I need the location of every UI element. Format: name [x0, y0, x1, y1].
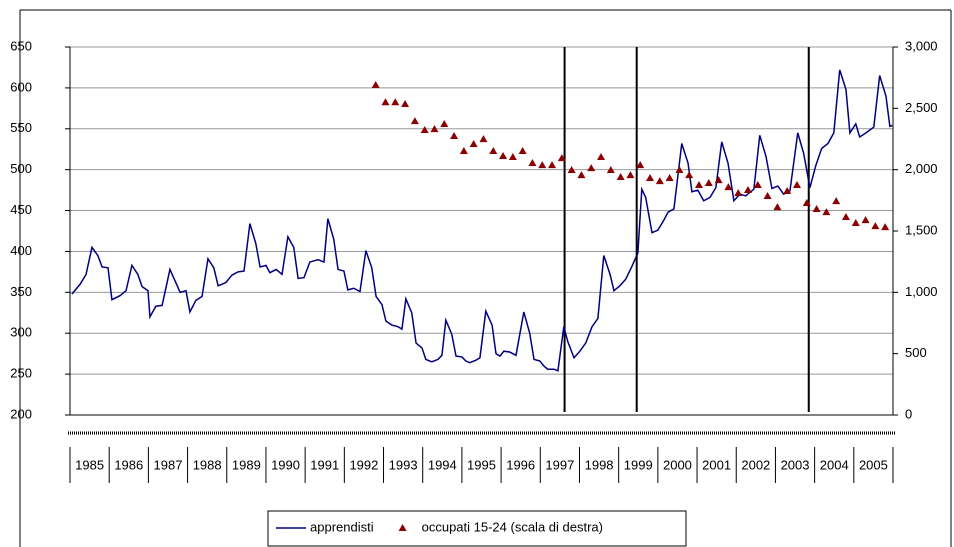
data-point: [665, 174, 674, 182]
data-point: [391, 98, 400, 106]
x-tick-label: 1992: [349, 457, 378, 472]
y-tick-label: 350: [10, 284, 32, 299]
data-point: [616, 173, 625, 181]
x-tick-label: 1988: [193, 457, 222, 472]
data-point: [518, 147, 527, 155]
x-tick-label: 1989: [232, 457, 261, 472]
y2-tick-label: 1,000: [905, 284, 938, 299]
data-point: [841, 213, 850, 221]
x-tick-label: 2005: [859, 457, 888, 472]
y-tick-label: 250: [10, 366, 32, 381]
data-point: [802, 199, 811, 207]
data-point: [489, 147, 498, 155]
x-tick-label: 2003: [781, 457, 810, 472]
y2-tick-label: 1,500: [905, 222, 938, 237]
data-point: [743, 186, 752, 194]
data-point: [714, 176, 723, 184]
data-point: [851, 219, 860, 227]
data-point: [655, 177, 664, 185]
y-tick-label: 200: [10, 406, 32, 421]
y-tick-label: 300: [10, 325, 32, 340]
data-point: [734, 189, 743, 197]
x-tick-label: 1993: [389, 457, 418, 472]
data-point: [636, 161, 645, 169]
legend-swatch: [398, 524, 407, 531]
y2-tick-label: 0: [905, 406, 912, 421]
data-point: [704, 179, 713, 187]
x-tick-label: 1996: [506, 457, 535, 472]
x-tick-label: 1985: [75, 457, 104, 472]
data-point: [773, 203, 782, 211]
x-tick-label: 1994: [428, 457, 457, 472]
x-tick-label: 2000: [663, 457, 692, 472]
data-point: [479, 135, 488, 143]
data-point: [861, 216, 870, 224]
x-tick-label: 1998: [585, 457, 614, 472]
y-tick-label: 650: [10, 38, 32, 53]
data-point: [606, 166, 615, 174]
legend-label: apprendisti: [310, 519, 374, 534]
data-point: [577, 171, 586, 179]
data-point: [450, 132, 459, 140]
data-point: [430, 125, 439, 133]
x-tick-label: 2001: [702, 457, 731, 472]
x-tick-label: 1997: [545, 457, 574, 472]
data-point: [528, 159, 537, 167]
data-point: [371, 81, 380, 89]
y-tick-label: 450: [10, 202, 32, 217]
x-tick-label: 1999: [624, 457, 653, 472]
data-point: [626, 171, 635, 179]
x-tick-label: 1995: [467, 457, 496, 472]
data-line: [71, 69, 893, 372]
data-point: [469, 140, 478, 148]
data-point: [597, 153, 606, 161]
x-tick-label: 1987: [154, 457, 183, 472]
data-point: [401, 100, 410, 108]
y2-tick-label: 2,000: [905, 161, 938, 176]
y2-tick-label: 500: [905, 345, 927, 360]
data-point: [812, 205, 821, 213]
x-tick-label: 1986: [114, 457, 143, 472]
data-point: [871, 222, 880, 230]
data-point: [695, 181, 704, 188]
data-point: [557, 154, 566, 162]
data-point: [587, 164, 596, 172]
data-point: [440, 120, 449, 128]
y2-tick-label: 3,000: [905, 38, 938, 53]
data-point: [499, 152, 508, 160]
data-point: [675, 166, 684, 174]
legend-label: occupati 15-24 (scala di destra): [422, 519, 603, 534]
y-tick-label: 600: [10, 79, 32, 94]
x-tick-label: 2002: [741, 457, 770, 472]
x-tick-label: 1990: [271, 457, 300, 472]
x-tick-label: 1991: [310, 457, 339, 472]
y-tick-label: 550: [10, 120, 32, 135]
data-point: [508, 153, 517, 161]
data-point: [822, 208, 831, 216]
data-point: [548, 161, 557, 169]
data-point: [567, 166, 576, 174]
data-point: [724, 183, 733, 191]
data-point: [792, 181, 801, 188]
data-point: [753, 181, 762, 188]
data-point: [381, 98, 390, 106]
data-point: [685, 171, 694, 179]
data-point: [538, 161, 547, 169]
data-point: [763, 192, 772, 200]
data-point: [410, 117, 419, 125]
data-point: [459, 147, 468, 155]
x-tick-label: 2004: [820, 457, 849, 472]
y-tick-label: 500: [10, 161, 32, 176]
data-point: [783, 187, 792, 195]
y2-tick-label: 2,500: [905, 100, 938, 115]
data-point: [420, 126, 429, 134]
y-tick-label: 400: [10, 243, 32, 258]
legend-box: [267, 510, 687, 547]
data-point: [832, 197, 841, 205]
data-point: [881, 223, 890, 231]
data-point: [646, 174, 655, 182]
